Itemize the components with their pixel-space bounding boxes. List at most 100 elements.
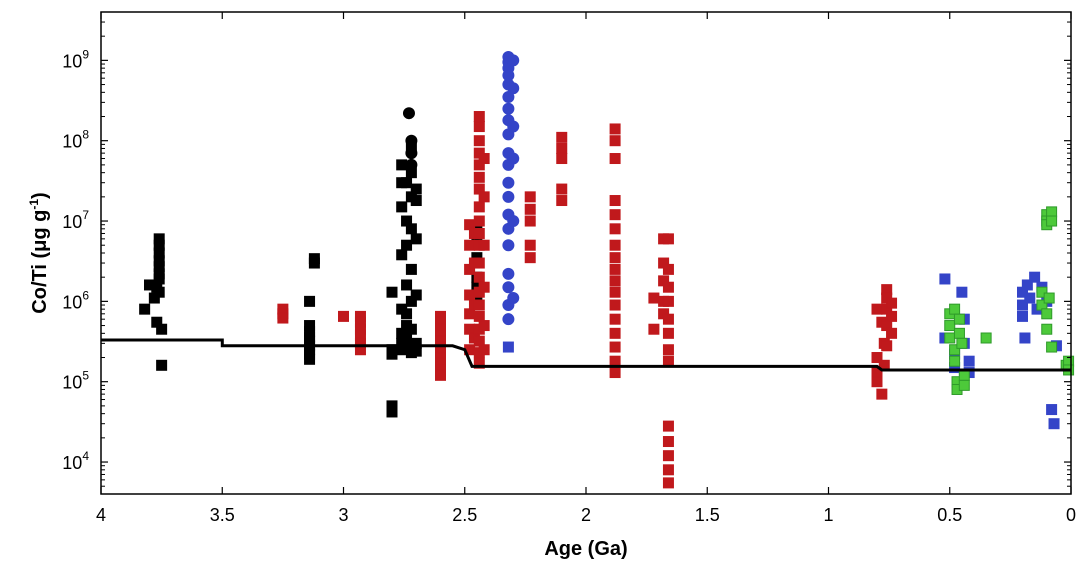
y-tick-base: 10 [62, 292, 82, 312]
y-axis-title: Co/Ti (μg g-1) [27, 192, 51, 313]
data-point [405, 134, 418, 147]
data-point [524, 252, 536, 264]
data-point [958, 379, 970, 391]
data-point [956, 286, 968, 298]
data-point [502, 341, 514, 353]
data-point [410, 289, 422, 301]
data-point [502, 239, 515, 252]
data-point [662, 355, 674, 367]
data-point [410, 195, 422, 207]
data-point [308, 257, 320, 269]
y-tick-base: 10 [62, 212, 82, 232]
series-2-red-square [277, 111, 898, 489]
data-point [402, 107, 415, 120]
data-point [662, 327, 674, 339]
y-tick-exponent: 5 [82, 369, 89, 383]
data-point [502, 176, 515, 189]
data-point [556, 131, 568, 143]
data-point [473, 357, 485, 369]
data-point [609, 341, 621, 353]
x-tick-label: 1 [823, 505, 833, 525]
data-point [1046, 404, 1058, 416]
data-point [609, 239, 621, 251]
data-point [944, 332, 956, 344]
data-point [609, 355, 621, 367]
data-point [963, 355, 975, 367]
data-point [1046, 206, 1058, 218]
y-axis-title-exponent: -1 [27, 199, 41, 210]
data-point [1043, 292, 1055, 304]
x-tick-label: 2 [581, 505, 591, 525]
data-point [478, 281, 490, 293]
data-point [401, 177, 413, 189]
data-point [1021, 279, 1033, 291]
data-point [156, 359, 168, 371]
data-point [662, 263, 674, 275]
data-point [507, 215, 520, 228]
data-point [662, 464, 674, 476]
x-tick-label: 0.5 [937, 505, 962, 525]
data-point [609, 299, 621, 311]
series-1-black-circle [402, 107, 418, 171]
data-point [473, 257, 485, 269]
data-point [1048, 418, 1060, 430]
data-point [609, 263, 621, 275]
y-tick-exponent: 6 [82, 288, 89, 302]
data-point [662, 281, 674, 293]
data-point [507, 292, 520, 305]
y-tick-exponent: 8 [82, 128, 89, 142]
data-point [662, 420, 674, 432]
data-point [524, 203, 536, 215]
data-point [1029, 271, 1041, 283]
x-axis: 4 3.5 3 2.5 2 1.5 1 0.5 0 [96, 12, 1076, 525]
marks-layer [101, 51, 1075, 489]
data-point [410, 183, 422, 195]
data-point [609, 367, 621, 379]
data-point [502, 190, 515, 203]
data-point [524, 191, 536, 203]
data-point [871, 303, 883, 315]
data-point [949, 344, 961, 356]
data-point [405, 158, 418, 171]
data-point [473, 215, 485, 227]
y-tick-label: 108 [62, 128, 89, 152]
y-tick-label: 104 [62, 449, 89, 473]
data-point [662, 313, 674, 325]
data-point [507, 54, 520, 67]
data-point [507, 152, 520, 165]
y-tick-base: 10 [62, 373, 82, 393]
data-point [464, 289, 476, 301]
data-point [1036, 286, 1048, 298]
data-point [556, 153, 568, 165]
data-point [662, 233, 674, 245]
series-0-black-square [139, 142, 483, 418]
data-point [386, 406, 398, 418]
data-point [956, 337, 968, 349]
data-point [304, 353, 316, 365]
data-point [1041, 308, 1053, 320]
series-3-blue-circle [502, 51, 520, 326]
data-point [502, 281, 515, 294]
data-point [473, 135, 485, 147]
data-point [958, 369, 970, 381]
data-point [609, 223, 621, 235]
data-point [556, 183, 568, 195]
x-tick-label: 4 [96, 505, 106, 525]
data-point [949, 303, 961, 315]
data-point [410, 233, 422, 245]
data-point [609, 209, 621, 221]
data-point [473, 299, 485, 311]
data-point [556, 142, 568, 154]
data-point [556, 195, 568, 207]
data-point [435, 369, 446, 381]
data-point [386, 286, 398, 298]
data-point [609, 313, 621, 325]
data-point [609, 286, 621, 298]
data-point [473, 171, 485, 183]
y-tick-label: 109 [62, 47, 89, 71]
data-point [524, 215, 536, 227]
data-point [662, 450, 674, 462]
data-point [1017, 299, 1028, 311]
